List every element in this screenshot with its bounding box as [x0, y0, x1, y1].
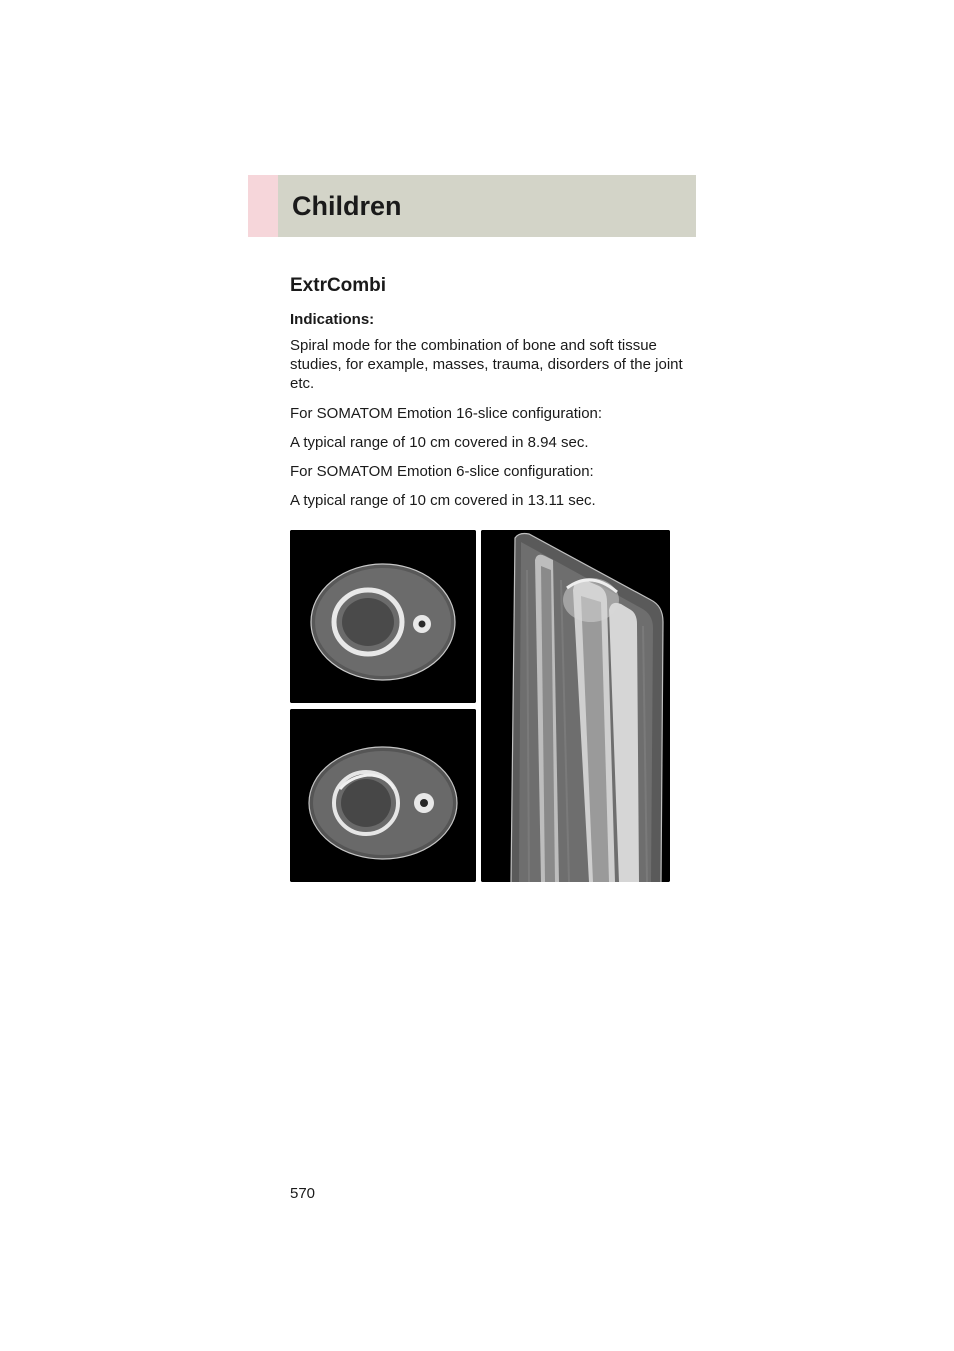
content-block: ExtrCombi Indications: Spiral mode for t… — [290, 275, 696, 520]
page-number: 570 — [290, 1185, 315, 1202]
paragraph: For SOMATOM Emotion 6-slice configuratio… — [290, 462, 696, 481]
chapter-title: Children — [292, 191, 402, 222]
page-root: Children ExtrCombi Indications: Spiral m… — [0, 0, 954, 1351]
section-title: ExtrCombi — [290, 275, 696, 297]
ct-image-longitudinal — [481, 530, 670, 882]
ct-image-axial-top — [290, 530, 476, 703]
paragraph: A typical range of 10 cm covered in 8.94… — [290, 433, 696, 452]
ct-image-axial-bottom — [290, 709, 476, 882]
chapter-header: Children — [248, 175, 696, 237]
header-accent-stripe — [248, 175, 278, 237]
paragraph: A typical range of 10 cm covered in 13.1… — [290, 491, 696, 510]
indications-label: Indications: — [290, 311, 696, 328]
paragraph: For SOMATOM Emotion 16-slice configurati… — [290, 404, 696, 423]
image-grid — [290, 530, 670, 885]
header-main-bar: Children — [278, 175, 696, 237]
paragraph: Spiral mode for the combination of bone … — [290, 336, 696, 394]
